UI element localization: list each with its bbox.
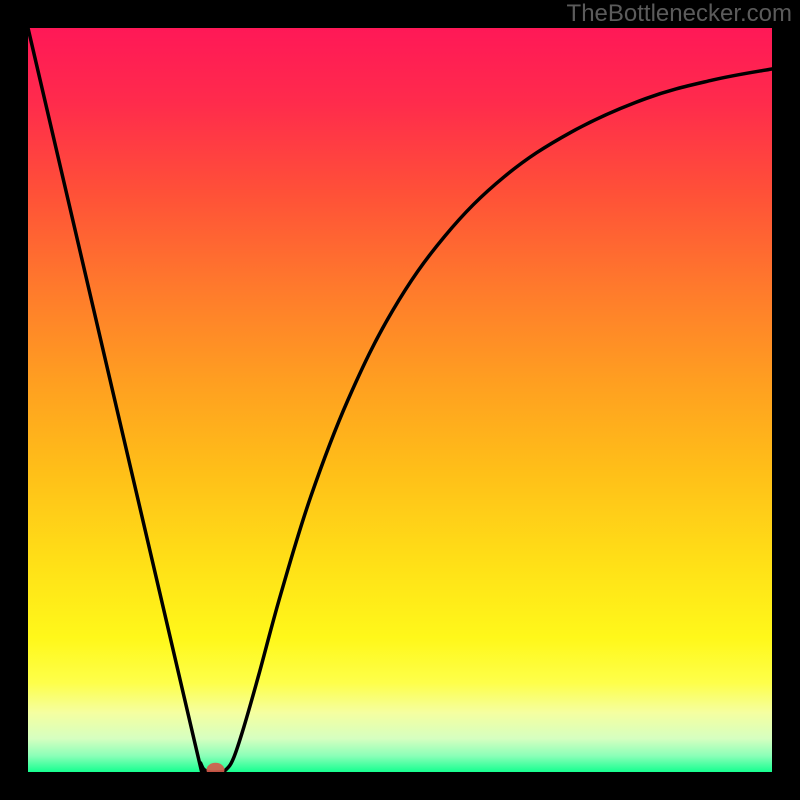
frame-right <box>772 0 800 800</box>
watermark-text: TheBottlenecker.com <box>567 2 794 26</box>
plot-area <box>28 28 772 772</box>
frame-bottom <box>0 772 800 800</box>
gradient-background <box>28 28 772 772</box>
plot-svg <box>28 28 772 772</box>
chart-stage: TheBottlenecker.com <box>0 0 800 800</box>
frame-left <box>0 0 28 800</box>
